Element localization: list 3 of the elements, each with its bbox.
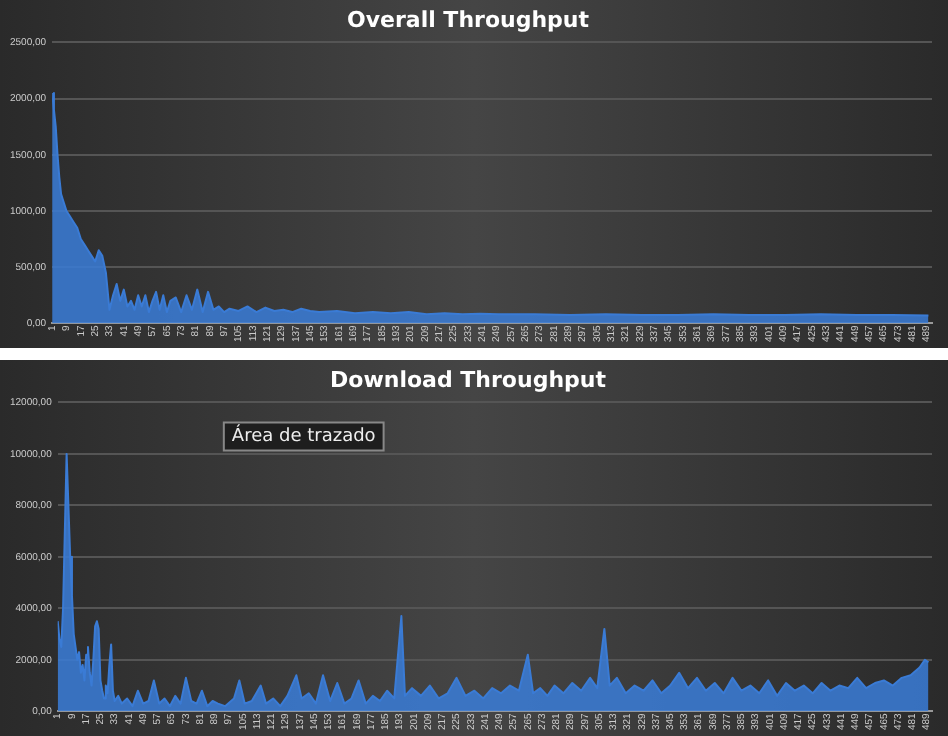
chart-title: Download Throughput (330, 366, 606, 393)
annotation: Área de trazado (231, 423, 377, 448)
chart-title: Overall Throughput (346, 6, 590, 33)
